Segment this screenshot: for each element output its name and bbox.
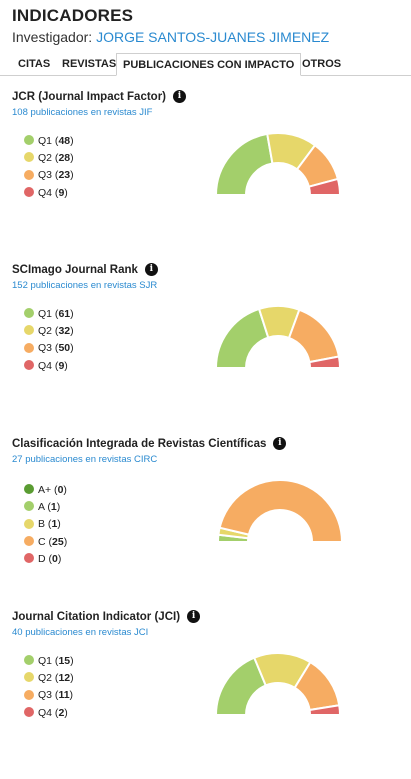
legend-dot bbox=[24, 359, 34, 370]
legend-item: Q4 (2) bbox=[24, 705, 74, 722]
legend-item: Q1 (61) bbox=[24, 306, 74, 323]
section-subtitle-link[interactable]: 108 publicaciones en revistas JIF bbox=[12, 107, 153, 118]
legend-item: C (25) bbox=[24, 534, 67, 551]
gauge-chart bbox=[212, 129, 344, 201]
legend-dot bbox=[24, 689, 34, 700]
legend-dot bbox=[24, 152, 34, 163]
info-icon[interactable]: i bbox=[187, 610, 201, 624]
legend-dot bbox=[24, 342, 34, 353]
tab-citas[interactable]: CITAS bbox=[18, 58, 51, 70]
legend-item: Q2 (32) bbox=[24, 323, 74, 340]
legend-item: Q3 (23) bbox=[24, 167, 74, 184]
legend: Q1 (61) Q2 (32) Q3 (50) Q4 (9) bbox=[24, 306, 74, 375]
gauge-chart bbox=[212, 302, 344, 374]
legend: A+ (0) A (1) B (1) C (25) D (0) bbox=[24, 482, 67, 568]
legend-item: Q2 (28) bbox=[24, 150, 74, 167]
tab-bar: CITAS REVISTAS PUBLICACIONES CON IMPACTO… bbox=[0, 53, 411, 76]
investigador-name-link[interactable]: JORGE SANTOS-JUANES JIMENEZ bbox=[96, 29, 330, 45]
info-icon[interactable]: i bbox=[173, 90, 186, 104]
gauge-chart bbox=[212, 649, 344, 721]
section-title: JCR (Journal Impact Factor) i bbox=[12, 89, 186, 105]
legend-dot bbox=[24, 535, 34, 546]
gauge-chart bbox=[214, 476, 346, 548]
legend-item: A+ (0) bbox=[24, 482, 67, 499]
legend-dot bbox=[24, 501, 34, 512]
legend-dot bbox=[24, 135, 34, 146]
section-title: SCImago Journal Rank i bbox=[12, 262, 158, 278]
legend-item: Q2 (12) bbox=[24, 670, 74, 687]
section-subtitle-link[interactable]: 40 publicaciones en revistas JCI bbox=[12, 627, 149, 638]
investigador-line: Investigador: JORGE SANTOS-JUANES JIMENE… bbox=[12, 28, 329, 46]
section-title: Journal Citation Indicator (JCI) i bbox=[12, 609, 201, 625]
legend-dot bbox=[24, 655, 34, 666]
gauge-segment-q1[interactable] bbox=[214, 132, 274, 196]
legend-item: Q1 (48) bbox=[24, 133, 74, 150]
legend-item: Q3 (11) bbox=[24, 687, 74, 704]
section-jcr: JCR (Journal Impact Factor) i 108 publica… bbox=[0, 89, 411, 259]
legend-dot bbox=[24, 169, 34, 180]
gauge-segment-q4[interactable] bbox=[308, 355, 342, 369]
page-header: INDICADORES Investigador: JORGE SANTOS-J… bbox=[12, 6, 329, 46]
gauge-segment-q4[interactable] bbox=[307, 177, 342, 196]
section-circ: Clasificación Integrada de Revistas Cien… bbox=[0, 436, 411, 606]
gauge-segment-c[interactable] bbox=[218, 478, 344, 543]
info-icon[interactable]: i bbox=[273, 437, 287, 451]
gauge-segment-q1[interactable] bbox=[214, 307, 270, 369]
section-title: Clasificación Integrada de Revistas Cien… bbox=[12, 436, 287, 452]
legend-dot bbox=[24, 706, 34, 717]
tab-revistas[interactable]: REVISTAS bbox=[62, 58, 117, 70]
page-title: INDICADORES bbox=[12, 6, 134, 25]
tab-publicaciones-con-impacto[interactable]: PUBLICACIONES CON IMPACTO bbox=[116, 53, 302, 76]
legend-dot bbox=[24, 518, 34, 529]
legend-item: D (0) bbox=[24, 551, 67, 568]
legend-dot bbox=[24, 325, 34, 336]
section-jci: Journal Citation Indicator (JCI) i 40 pub… bbox=[0, 609, 411, 779]
legend-dot bbox=[24, 186, 34, 197]
section-subtitle-link[interactable]: 27 publicaciones en revistas CIRC bbox=[12, 454, 158, 465]
section-sjr: SCImago Journal Rank i 152 publicaciones … bbox=[0, 262, 411, 432]
section-subtitle-link[interactable]: 152 publicaciones en revistas SJR bbox=[12, 280, 158, 291]
tab-otros[interactable]: OTROS bbox=[302, 58, 342, 70]
legend-item: Q3 (50) bbox=[24, 340, 74, 357]
legend-item: Q4 (9) bbox=[24, 358, 74, 375]
investigador-label: Investigador: bbox=[12, 29, 93, 45]
legend-dot bbox=[24, 484, 34, 495]
gauge-segment-q3[interactable] bbox=[287, 308, 341, 364]
legend-dot bbox=[24, 672, 34, 683]
legend-item: B (1) bbox=[24, 516, 67, 533]
legend-item: A (1) bbox=[24, 499, 67, 516]
legend: Q1 (48) Q2 (28) Q3 (23) Q4 (9) bbox=[24, 133, 74, 202]
gauge-segment-q4[interactable] bbox=[308, 704, 342, 716]
info-icon[interactable]: i bbox=[144, 263, 158, 277]
legend-item: Q1 (15) bbox=[24, 653, 74, 670]
legend-dot bbox=[24, 552, 34, 563]
legend-dot bbox=[24, 308, 34, 319]
legend: Q1 (15) Q2 (12) Q3 (11) Q4 (2) bbox=[24, 653, 74, 722]
legend-item: Q4 (9) bbox=[24, 185, 74, 202]
